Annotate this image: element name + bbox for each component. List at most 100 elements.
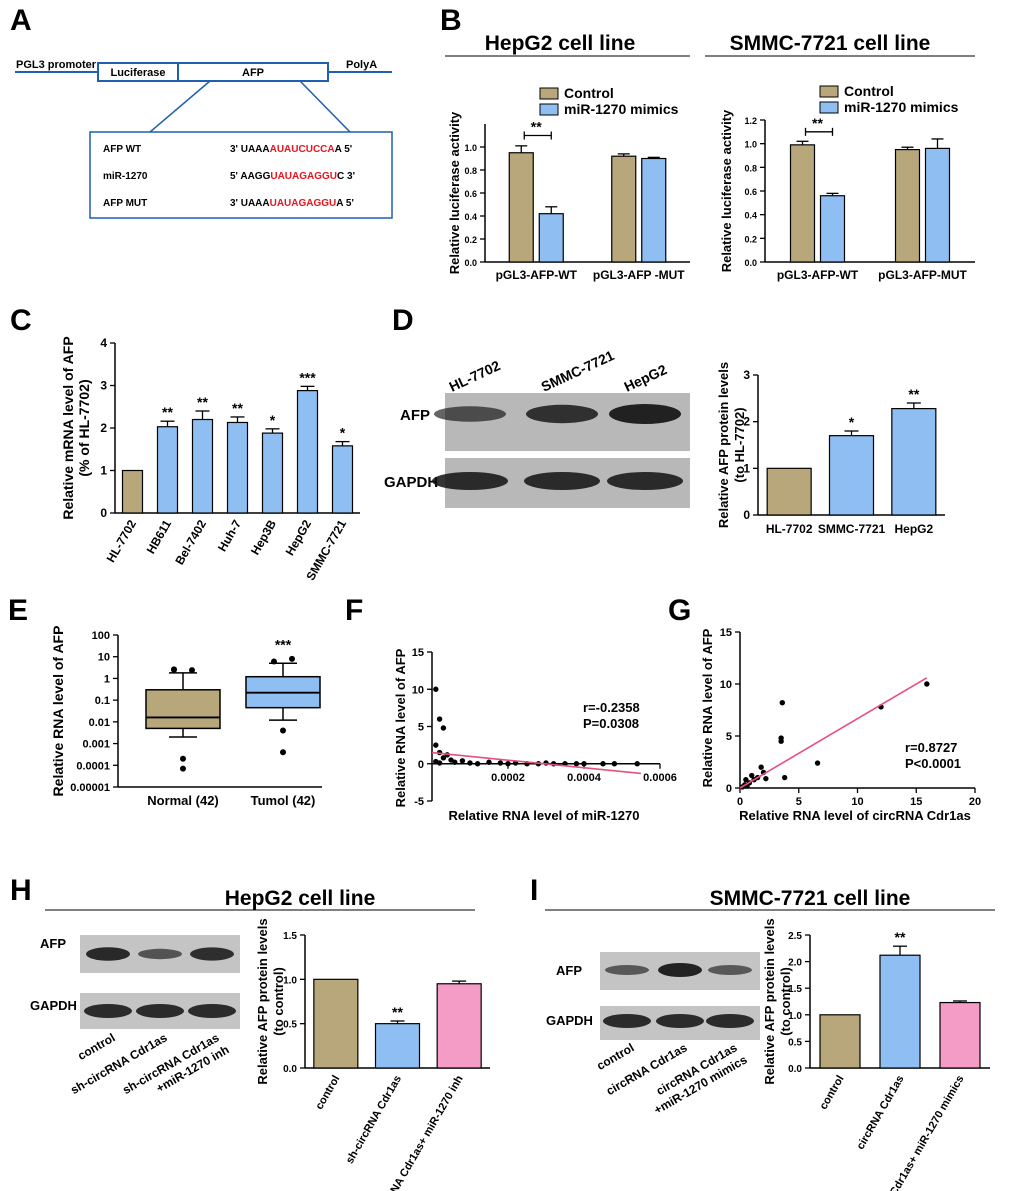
scatter-point [440, 755, 447, 761]
significance-label: ** [908, 386, 919, 402]
scatter-point [611, 761, 618, 767]
bar [879, 954, 921, 1069]
panel-label-b: B [440, 4, 462, 37]
scatter-point [440, 725, 447, 731]
blot-band-afp [708, 965, 752, 975]
scatter-point [459, 758, 466, 764]
blot-band-afp [138, 948, 182, 960]
blot-row-label: GAPDH [546, 1013, 593, 1028]
bar [374, 1023, 421, 1069]
blot-band-afp [658, 963, 702, 977]
zoom-line-right [299, 80, 351, 133]
panel-label-c: C [10, 304, 32, 337]
panel-b-left-title: HepG2 cell line [485, 32, 636, 55]
y-tick-label: 1 [104, 673, 110, 685]
x-category-label: Hep3B [248, 517, 279, 557]
blot-band-gapdh [136, 1004, 184, 1018]
y-tick-label: 1 [743, 461, 750, 475]
box-outlier [280, 727, 286, 734]
bar [331, 445, 354, 514]
promoter-label: PGL3 promoter [16, 59, 97, 71]
y-tick-label: 3 [100, 379, 107, 393]
blot-lane-label: HepG2 [622, 361, 670, 395]
x-category-label: HepG2 [283, 517, 315, 558]
sequence-row-seq: 3' UAAAUAUAGAGGUA 5' [230, 198, 354, 209]
bar [641, 157, 667, 263]
scatter-point [634, 761, 640, 767]
x-tick-label: 0 [737, 796, 743, 808]
polya-label: PolyA [346, 59, 377, 71]
blot-row-label: AFP [40, 936, 66, 951]
box-outlier [171, 666, 177, 673]
scatter-point [778, 738, 784, 744]
x-axis-label: Relative RNA level of miR-1270 [449, 808, 640, 823]
x-category-label: pGL3-AFP-MUT [878, 268, 967, 282]
bar [191, 418, 214, 514]
scatter-point [497, 760, 504, 766]
x-category-label: sh-circRNA Cdr1as [344, 1074, 404, 1166]
y-tick-label: 1.0 [464, 143, 477, 153]
scatter-point [486, 759, 492, 765]
y-tick-label: 0 [100, 506, 107, 520]
regression-line [431, 751, 642, 775]
sequence-row-seq: 5' AAGGUAUAGAGGUC 3' [230, 171, 355, 182]
seq-flank-5: 3' UAAA [230, 198, 270, 209]
y-tick-label: 10 [412, 684, 424, 696]
blot-band-afp [434, 406, 506, 422]
panel-label-i: I [530, 874, 538, 907]
zoom-line-left [149, 80, 211, 133]
bar [436, 983, 482, 1069]
scatter-point [433, 742, 439, 748]
y-axis-label: Relative RNA level of AFP [50, 626, 66, 797]
y-tick-label: 0.001 [82, 739, 110, 751]
bar [828, 435, 875, 516]
bar [819, 195, 846, 263]
bar [508, 152, 534, 263]
y-axis-label: Relative AFP protein levels [716, 362, 731, 528]
scatter-point [743, 776, 749, 783]
scatter-point [474, 761, 481, 767]
bar [819, 1014, 861, 1069]
significance-label: ** [197, 394, 208, 410]
y-tick-label: 0.01 [89, 717, 110, 729]
blot-lane-label: control [75, 1030, 117, 1062]
x-tick-label: 5 [796, 796, 802, 808]
significance-label: *** [275, 636, 292, 652]
x-category-label: pGL3-AFP-WT [777, 268, 859, 282]
legend-label: miR-1270 mimics [564, 101, 679, 117]
x-category-label: circRNA Cdr1as+ miR-1270 mimics [865, 1074, 967, 1191]
blot-band-afp [86, 947, 130, 961]
x-tick-label: 0.0006 [643, 772, 677, 784]
box-outlier [271, 658, 277, 665]
box-outlier [180, 755, 186, 762]
y-tick-label: 2.5 [788, 931, 802, 942]
luciferase-label: Luciferase [110, 67, 165, 79]
seq-seed-region: UAUAGAGGU [270, 171, 337, 182]
panel-label-h: H [10, 874, 32, 907]
significance-label: * [270, 412, 276, 428]
box-outlier [180, 765, 186, 772]
x-category-label: Tumol (42) [251, 793, 316, 808]
blot-band-gapdh [603, 1014, 651, 1028]
scatter-point [433, 686, 439, 692]
regression-line [739, 677, 928, 789]
y-tick-label: 0.00001 [70, 782, 110, 794]
x-tick-label: 0.0002 [491, 772, 525, 784]
y-tick-label: 1.5 [283, 931, 297, 942]
blot-band-afp [190, 947, 234, 961]
y-tick-label: 0.8 [744, 163, 757, 173]
legend-swatch [539, 87, 559, 100]
y-tick-label: 0.0001 [76, 760, 110, 772]
panel-b-right-title: SMMC-7721 cell line [730, 32, 931, 55]
y-tick-label: 2 [100, 421, 107, 435]
sequence-row-label: miR-1270 [103, 171, 148, 182]
bar [789, 144, 816, 263]
y-tick-label: 0.4 [744, 211, 757, 221]
blot-band-gapdh [607, 472, 683, 490]
scatter-point [436, 716, 443, 722]
afp-label: AFP [242, 67, 264, 79]
scatter-point [763, 775, 769, 782]
legend-label: miR-1270 mimics [844, 99, 959, 115]
legend-swatch [539, 103, 559, 116]
